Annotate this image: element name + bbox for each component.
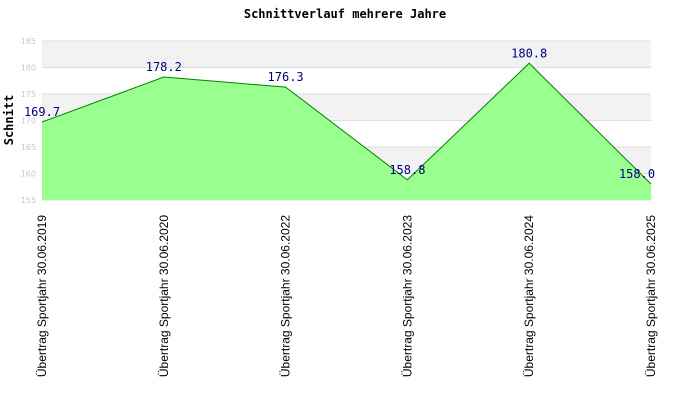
data-label: 158.0 bbox=[619, 167, 655, 181]
y-tick-label: 160 bbox=[21, 170, 36, 179]
x-tick-label: Übertrag Sportjahr 30.06.2019 bbox=[35, 215, 49, 377]
y-tick-label: 170 bbox=[21, 117, 36, 126]
y-axis-ticks: 155 160 165 170 175 180 185 bbox=[21, 37, 36, 205]
y-tick-label: 155 bbox=[21, 196, 36, 205]
y-tick-label: 185 bbox=[21, 37, 36, 46]
x-tick-label: Übertrag Sportjahr 30.06.2024 bbox=[522, 215, 536, 377]
series-line bbox=[41, 62, 652, 185]
x-tick-label: Übertrag Sportjahr 30.06.2020 bbox=[157, 215, 171, 377]
y-axis-label: Schnitt bbox=[2, 95, 16, 146]
x-axis-ticks: Übertrag Sportjahr 30.06.2019 Übertrag Sp… bbox=[35, 215, 658, 377]
x-tick-label: Übertrag Sportjahr 30.06.2022 bbox=[279, 215, 293, 377]
area-fill bbox=[42, 63, 651, 201]
data-label: 158.8 bbox=[389, 163, 425, 177]
chart-title: Schnittverlauf mehrere Jahre bbox=[244, 7, 446, 21]
data-label: 169.7 bbox=[24, 105, 60, 119]
data-label: 180.8 bbox=[511, 46, 547, 60]
data-labels: 169.7 178.2 176.3 158.8 180.8 158.0 bbox=[24, 46, 655, 181]
data-label: 176.3 bbox=[268, 70, 304, 84]
data-label: 178.2 bbox=[146, 60, 182, 74]
y-tick-label: 165 bbox=[21, 143, 36, 152]
background-band bbox=[42, 41, 651, 68]
y-tick-label: 175 bbox=[21, 90, 36, 99]
x-tick-label: Übertrag Sportjahr 30.06.2023 bbox=[400, 215, 414, 377]
x-tick-label: Übertrag Sportjahr 30.06.2025 bbox=[644, 215, 658, 377]
y-tick-label: 180 bbox=[21, 64, 36, 73]
